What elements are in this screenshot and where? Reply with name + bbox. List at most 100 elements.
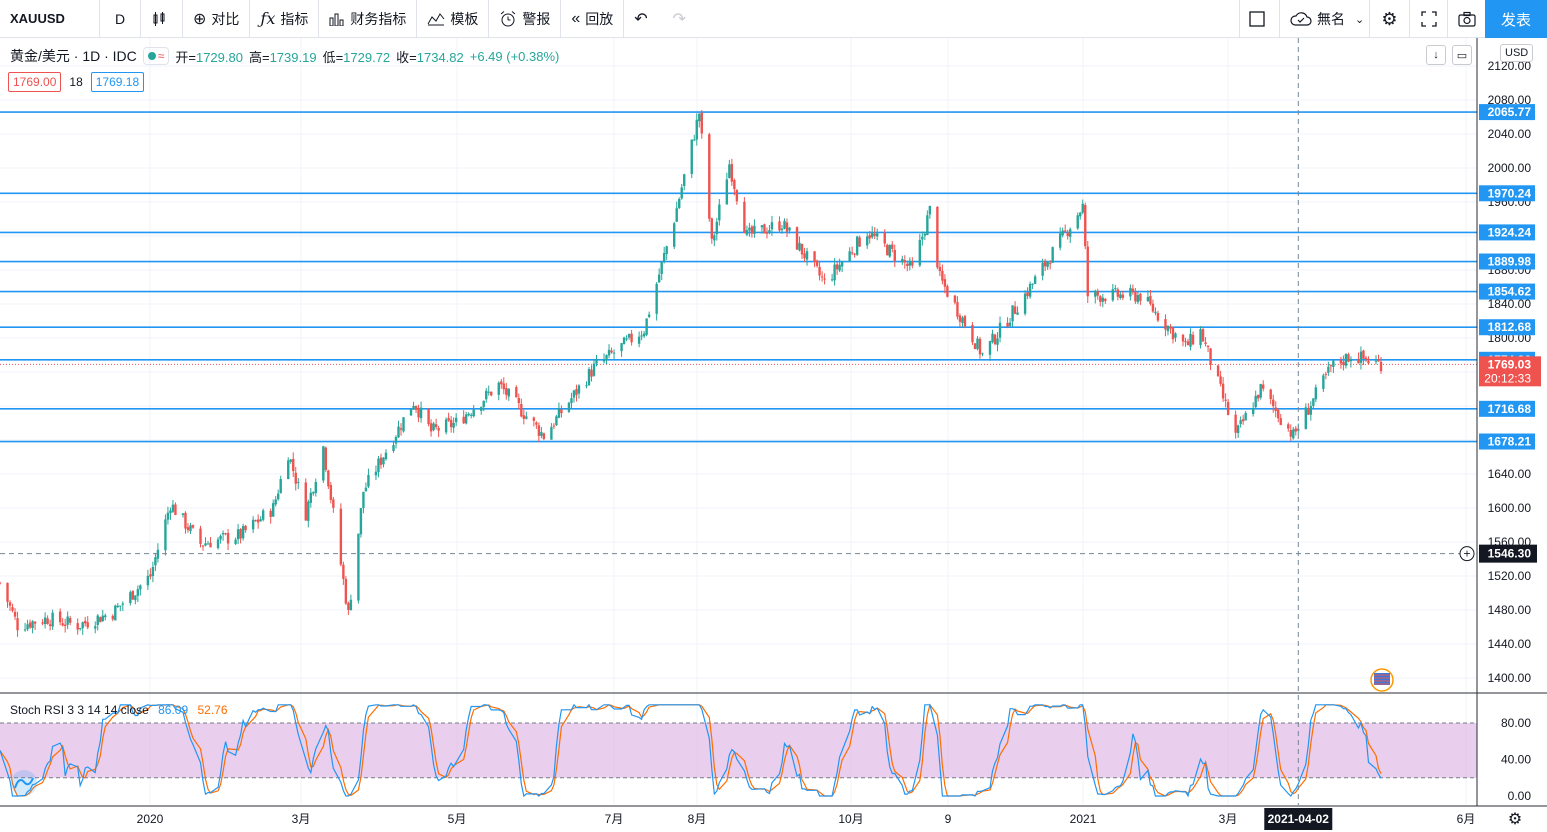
candle-body — [427, 409, 430, 425]
candle-body — [487, 391, 490, 393]
stoch-tick-label: 80.00 — [1501, 716, 1531, 730]
candle-body — [254, 520, 257, 522]
candle-body — [941, 270, 944, 281]
chart-overlays: + — [0, 38, 1477, 806]
candle-body — [693, 139, 696, 141]
candle-body — [770, 222, 774, 230]
redo-button[interactable]: ↷ — [663, 0, 701, 38]
candle-body — [745, 230, 749, 235]
compare-button[interactable]: ⊕ 对比 — [183, 0, 251, 38]
undo-button[interactable]: ↶ — [624, 0, 662, 38]
candle-body — [1171, 327, 1175, 340]
candle-body — [805, 251, 809, 260]
candle-body — [1111, 289, 1115, 301]
buy-button[interactable]: 1769.18 — [90, 72, 145, 92]
right-toolbar: 無名 ⌄ ⚙ — [1239, 0, 1485, 38]
chart-canvas[interactable]: 2120.002080.002040.002000.001960.001920.… — [0, 38, 1547, 832]
candle-body — [116, 605, 119, 608]
stoch-k-line — [0, 703, 1382, 798]
candle-body — [1272, 399, 1275, 407]
interval-button[interactable]: D — [100, 0, 141, 38]
candle-body — [605, 355, 608, 359]
candle-body — [1058, 233, 1062, 248]
candle-body — [1219, 376, 1222, 384]
candle-body — [1023, 293, 1027, 314]
candle-body — [918, 239, 922, 266]
axis-settings-gear-icon[interactable]: ⚙ — [1508, 811, 1522, 828]
settings-button[interactable]: ⚙ — [1369, 0, 1409, 38]
candle-body — [1186, 341, 1190, 346]
candle-body — [357, 533, 360, 601]
chart-corner-buttons: ↓ ▭ — [1426, 45, 1472, 65]
candle-body — [154, 557, 157, 566]
candle-body — [1362, 350, 1365, 359]
candle-body — [1251, 408, 1255, 415]
candle-body — [1367, 361, 1370, 364]
candle-body — [239, 529, 242, 539]
candle-body — [434, 424, 438, 428]
maximize-pane-button[interactable]: ▭ — [1452, 45, 1472, 65]
candle-body — [1166, 326, 1170, 332]
snapshot-button[interactable] — [1447, 0, 1485, 38]
currency-button[interactable]: USD — [1500, 44, 1534, 62]
candle-body — [1146, 296, 1150, 302]
hline-price-tag — [1479, 283, 1535, 300]
candle-body — [1236, 425, 1240, 434]
candle-body — [1096, 291, 1099, 296]
candle-body — [1191, 334, 1195, 345]
candle-body — [349, 599, 353, 611]
stoch-d-value: 52.76 — [197, 703, 228, 717]
candle-body — [640, 335, 643, 337]
price-tick-label: 1600.00 — [1488, 501, 1532, 515]
fullscreen-button[interactable] — [1409, 0, 1447, 38]
add-alert-button[interactable]: + — [1459, 546, 1475, 562]
candle-body — [1262, 384, 1265, 389]
candle-body — [577, 385, 581, 394]
alerts-button[interactable]: 警报 — [489, 0, 562, 38]
publish-button[interactable]: 发表 — [1485, 0, 1547, 38]
candle-body — [936, 206, 939, 268]
candle-body — [1104, 298, 1107, 302]
replay-button[interactable]: « 回放 — [561, 0, 625, 38]
candle-body — [1013, 306, 1017, 314]
candle-body — [1342, 361, 1345, 365]
candle-body — [76, 623, 79, 630]
hline-price-tag — [1479, 224, 1535, 241]
candle-body — [58, 611, 62, 623]
wave-icon: ≈ — [157, 49, 165, 63]
current-price-tag — [1479, 356, 1541, 387]
top-toolbar: XAUUSD D ⊕ 对比 ƒx 指标 财务指标 模板 警报 « 回放 ↶ — [0, 0, 1547, 38]
candle-body — [557, 408, 561, 418]
chart-style-button[interactable] — [141, 0, 183, 38]
candle-body — [452, 422, 455, 428]
candle-body — [206, 543, 210, 545]
candle-body — [362, 491, 365, 508]
candle-body — [344, 579, 348, 604]
chart-grid — [0, 38, 1477, 806]
save-layout-button[interactable]: 無名 ⌄ — [1279, 0, 1369, 38]
market-status-badge[interactable]: ≈ — [142, 47, 170, 65]
candle-body — [294, 472, 297, 484]
candle-body — [1189, 333, 1192, 347]
function-icon: ƒx — [260, 9, 276, 28]
symbol-search-button[interactable]: XAUUSD — [0, 0, 100, 38]
financials-button[interactable]: 财务指标 — [319, 0, 418, 38]
price-axis[interactable]: 2120.002080.002040.002000.001960.001920.… — [1476, 38, 1541, 806]
candle-body — [224, 533, 227, 535]
candle-body — [324, 447, 328, 470]
candle-body — [675, 208, 678, 222]
indicators-button[interactable]: ƒx 指标 — [250, 0, 320, 38]
high-label: 高= — [248, 49, 270, 65]
time-axis[interactable]: 2020 3月 5月 7月 8月 10月 9 2021 3月 6月 2021-04-02 ⚙ — [137, 808, 1523, 830]
sell-button[interactable]: 1769.00 — [8, 72, 62, 92]
scroll-down-button[interactable]: ↓ — [1426, 45, 1446, 65]
candle-body — [251, 519, 255, 530]
candle-body — [66, 616, 69, 625]
candle-body — [1327, 366, 1330, 373]
horizontal-lines[interactable] — [0, 111, 1477, 443]
templates-button[interactable]: 模板 — [417, 0, 490, 38]
layout-select-button[interactable] — [1239, 0, 1279, 38]
us-flag-icon — [1374, 673, 1390, 685]
candle-body — [1224, 399, 1227, 401]
candle-body — [683, 174, 686, 186]
